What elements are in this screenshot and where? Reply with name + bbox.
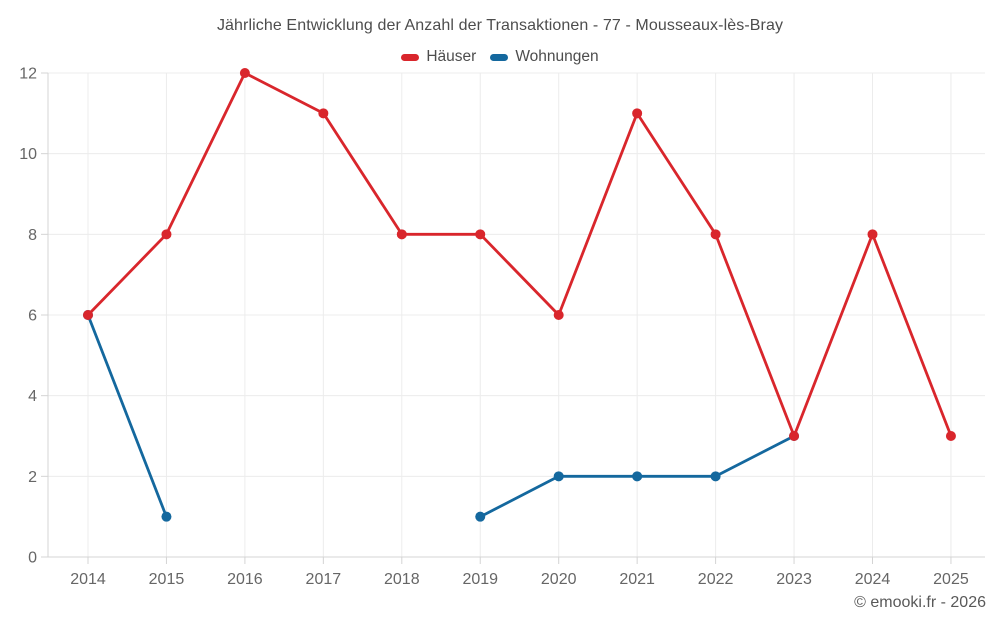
legend-item-wohnungen[interactable]: Wohnungen [490,48,599,66]
y-tick-label: 6 [28,308,37,325]
x-tick-label: 2014 [70,571,106,588]
chart-title: Jährliche Entwicklung der Anzahl der Tra… [216,17,784,34]
data-point-hauser [553,310,564,320]
legend: Häuser Wohnungen [0,48,1000,66]
legend-label: Wohnungen [515,48,599,65]
y-tick-label: 10 [19,146,37,163]
data-point-wohnungen [161,511,172,522]
legend-swatch-hauser [401,53,420,61]
x-tick-label: 2018 [384,571,420,588]
x-tick-label: 2025 [933,571,969,588]
series-line-wohnungen [86,313,168,519]
x-tick-label: 2019 [462,571,498,588]
legend-label: Häuser [426,48,477,65]
data-point-hauser [396,229,407,240]
y-tick-label: 8 [28,227,37,244]
y-tick-label: 12 [19,66,37,83]
legend-swatch-wohnungen [490,53,509,61]
x-tick-label: 2020 [541,571,577,588]
data-point-hauser [867,229,878,240]
data-point-hauser [710,229,721,240]
data-point-hauser [83,310,93,320]
x-tick-label: 2022 [698,571,734,588]
data-point-hauser [161,229,172,240]
data-point-hauser [239,68,250,78]
x-tick-label: 2024 [855,571,891,588]
footer-credit: © emooki.fr - 2026 [854,594,986,611]
x-tick-label: 2017 [306,571,342,588]
series-line-hauser [86,71,953,438]
y-tick-label: 0 [28,550,37,567]
x-tick-label: 2015 [149,571,185,588]
data-point-hauser [945,431,956,441]
data-point-wohnungen [475,511,486,522]
x-tick-label: 2016 [227,571,263,588]
y-tick-label: 2 [28,469,37,486]
legend-item-hauser[interactable]: Häuser [401,48,476,66]
data-point-wohnungen [553,471,564,482]
x-tick-label: 2021 [619,571,655,588]
data-point-hauser [789,431,800,441]
y-tick-label: 4 [28,388,37,405]
x-tick-label: 2023 [776,571,812,588]
data-point-hauser [632,108,643,119]
data-point-wohnungen [710,471,721,482]
data-point-hauser [475,229,486,240]
data-point-hauser [318,108,329,119]
data-point-wohnungen [632,471,643,482]
